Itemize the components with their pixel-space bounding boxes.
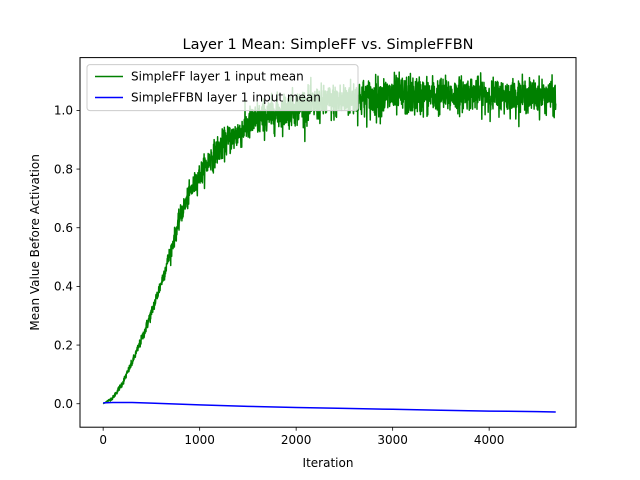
- y-tick-label: 0.0: [54, 397, 73, 411]
- x-tick-label: 0: [99, 433, 107, 447]
- series-line-1: [103, 401, 556, 413]
- y-tick-label: 1.0: [54, 104, 73, 118]
- legend-label-simpleffbn: SimpleFFBN layer 1 input mean: [131, 91, 321, 105]
- legend: SimpleFF layer 1 input mean SimpleFFBN l…: [86, 64, 359, 112]
- x-axis-label: Iteration: [303, 456, 354, 470]
- legend-box: [86, 64, 359, 112]
- y-tick-label: 0.6: [54, 221, 73, 235]
- x-tick-label: 2000: [281, 433, 312, 447]
- chart-title: Layer 1 Mean: SimpleFF vs. SimpleFFBN: [182, 37, 473, 53]
- y-tick-label: 0.8: [54, 162, 73, 176]
- x-axis-ticks: 0 1000 2000 3000 4000: [99, 427, 504, 447]
- legend-label-simpleff: SimpleFF layer 1 input mean: [131, 70, 304, 84]
- y-tick-label: 0.2: [54, 338, 73, 352]
- x-tick-label: 3000: [377, 433, 408, 447]
- y-axis-label: Mean Value Before Activation: [28, 154, 42, 330]
- y-axis-ticks: 0.0 0.2 0.4 0.6 0.8 1.0: [54, 104, 80, 411]
- y-tick-label: 0.4: [54, 280, 73, 294]
- x-tick-label: 4000: [474, 433, 505, 447]
- plot-area-frame: [79, 57, 577, 428]
- x-tick-label: 1000: [184, 433, 215, 447]
